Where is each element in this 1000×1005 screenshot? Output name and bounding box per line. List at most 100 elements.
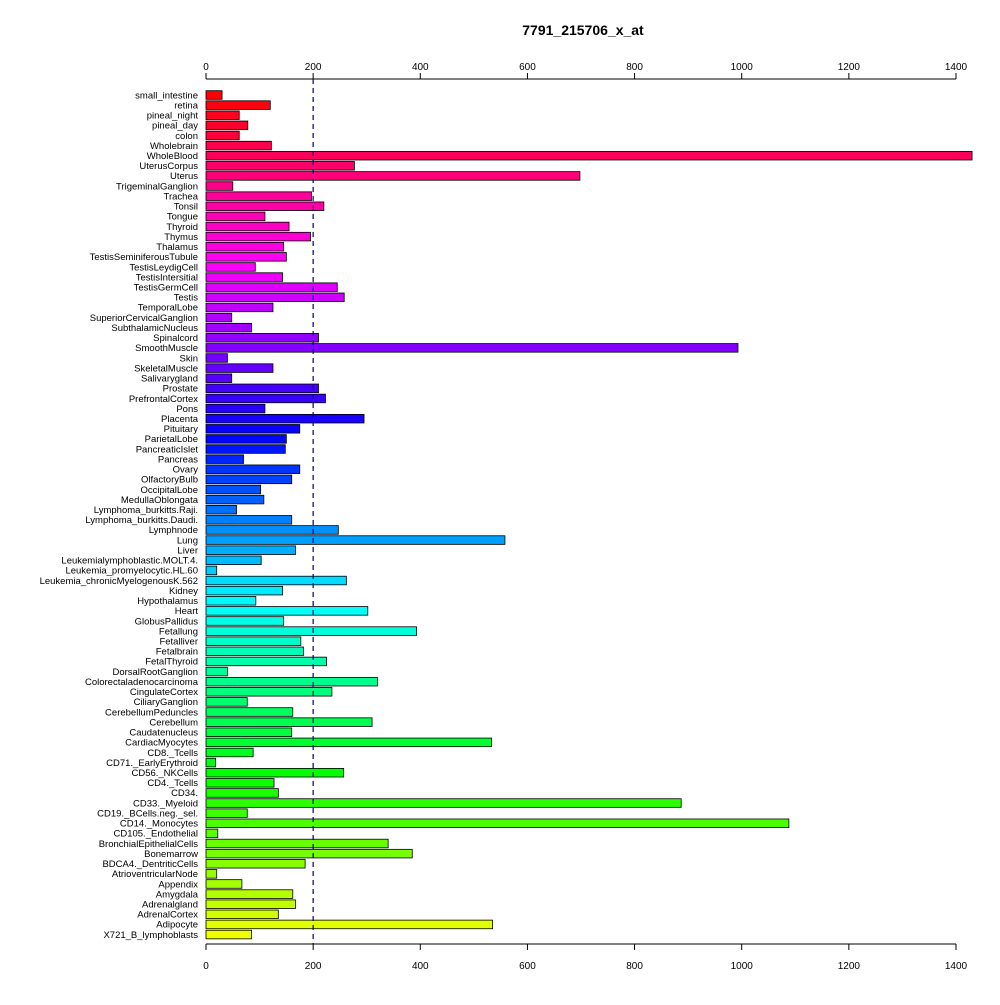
bar bbox=[205, 707, 294, 717]
category-label: Cerebellum bbox=[149, 717, 198, 728]
tick-label: 600 bbox=[519, 62, 536, 73]
bar bbox=[205, 474, 293, 485]
bar bbox=[205, 454, 244, 464]
category-label: colon bbox=[175, 131, 198, 142]
category-label: Fetalbrain bbox=[156, 647, 198, 658]
bar bbox=[205, 171, 581, 181]
bar bbox=[205, 363, 274, 373]
top-axis: 0 200 400 600 800 1000 1200 1400 bbox=[203, 62, 968, 80]
category-label: PrefrontalCortex bbox=[129, 394, 198, 405]
category-label: Spinalcord bbox=[153, 333, 198, 344]
category-label: CD4._Tcells bbox=[147, 778, 198, 789]
bar bbox=[205, 889, 294, 899]
category-label: Wholebrain bbox=[150, 141, 198, 152]
category-label: Tonsil bbox=[174, 202, 198, 213]
bar bbox=[205, 737, 492, 748]
category-label: Fetallung bbox=[159, 626, 198, 637]
category-label: pineal_day bbox=[152, 121, 198, 132]
category-label: CerebellumPeduncles bbox=[105, 707, 198, 718]
bar bbox=[205, 768, 345, 778]
category-label: ParietalLobe bbox=[145, 434, 198, 445]
category-label: AdrenalCortex bbox=[137, 910, 198, 921]
bar bbox=[205, 403, 266, 414]
bar bbox=[205, 626, 417, 636]
category-label: CD33._Myeloid bbox=[133, 798, 198, 809]
bar bbox=[205, 90, 223, 100]
category-label: Colorectaladenocarcinoma bbox=[85, 677, 199, 688]
category-label: AtrioventricularNode bbox=[112, 869, 198, 880]
category-label: Prostate bbox=[163, 384, 198, 395]
category-label: Pancreas bbox=[158, 454, 198, 465]
category-label: Uterus bbox=[170, 171, 198, 182]
category-label: Thymus bbox=[164, 232, 198, 243]
category-label: Skin bbox=[180, 353, 198, 364]
bar bbox=[205, 859, 306, 869]
category-label: Thalamus bbox=[156, 242, 198, 253]
bar bbox=[205, 161, 355, 171]
category-label: BDCA4._DentriticCells bbox=[102, 859, 198, 870]
category-label: SubthalamicNucleus bbox=[111, 323, 198, 334]
bar bbox=[205, 221, 290, 232]
category-label: Adrenalgland bbox=[142, 900, 198, 911]
category-label: Ovary bbox=[173, 465, 199, 476]
tick-label: 800 bbox=[626, 961, 643, 972]
category-label: TestisLeydigCell bbox=[129, 262, 198, 273]
category-label: Placenta bbox=[161, 414, 199, 425]
category-label: retina bbox=[174, 100, 198, 111]
bar bbox=[205, 585, 284, 596]
category-label: CD71._EarlyErythroid bbox=[106, 758, 198, 769]
bar bbox=[205, 555, 262, 565]
category-label: CD34. bbox=[171, 788, 198, 799]
bar bbox=[205, 353, 228, 363]
bar bbox=[205, 656, 327, 667]
bars bbox=[205, 90, 973, 940]
category-label: small_intestine bbox=[135, 90, 198, 101]
tick-label: 200 bbox=[305, 62, 322, 73]
category-label: Tongue bbox=[167, 212, 198, 223]
bar bbox=[205, 312, 233, 323]
bar bbox=[205, 545, 296, 555]
bar bbox=[205, 575, 347, 586]
bar bbox=[205, 616, 285, 626]
bar bbox=[205, 393, 326, 404]
category-label: PancreaticIslet bbox=[136, 444, 199, 455]
category-label: Salivarygland bbox=[141, 374, 198, 385]
category-label: Lymphoma_burkitts.Raji. bbox=[94, 505, 198, 516]
bar bbox=[205, 565, 218, 576]
bar bbox=[205, 757, 217, 768]
bar bbox=[205, 444, 286, 454]
bar bbox=[205, 282, 338, 292]
bar bbox=[205, 272, 284, 282]
tick-label: 600 bbox=[519, 961, 536, 972]
category-label: GlobusPallidus bbox=[135, 616, 199, 627]
category-label: Amygdala bbox=[156, 889, 199, 900]
tick-label: 1200 bbox=[838, 62, 861, 73]
category-label: BronchialEpithelialCells bbox=[99, 839, 199, 850]
category-label: CardiacMyocytes bbox=[125, 738, 198, 749]
bar bbox=[205, 191, 312, 201]
category-label: CD56._NKCells bbox=[131, 768, 198, 779]
category-label: pineal_night bbox=[147, 111, 199, 122]
tick-label: 0 bbox=[203, 961, 209, 972]
bar bbox=[205, 333, 319, 343]
bar bbox=[205, 130, 240, 141]
bar bbox=[205, 231, 311, 242]
bar bbox=[205, 798, 682, 808]
bar bbox=[205, 869, 218, 879]
bar bbox=[205, 596, 257, 606]
category-label: SmoothMuscle bbox=[135, 343, 198, 354]
category-label: CD8._Tcells bbox=[147, 748, 198, 759]
bar bbox=[205, 252, 287, 262]
bar bbox=[205, 181, 234, 191]
bar bbox=[205, 120, 249, 131]
category-label: OccipitalLobe bbox=[140, 485, 198, 496]
category-label: WholeBlood bbox=[147, 151, 198, 162]
bar bbox=[205, 211, 266, 222]
category-label: Bonemarrow bbox=[144, 849, 198, 860]
category-label: Leukemia_chronicMyelogenousK.562 bbox=[40, 576, 198, 587]
tick-label: 1000 bbox=[731, 62, 754, 73]
bar bbox=[205, 424, 301, 434]
bar bbox=[205, 848, 413, 859]
category-label: MedullaOblongata bbox=[121, 495, 199, 506]
